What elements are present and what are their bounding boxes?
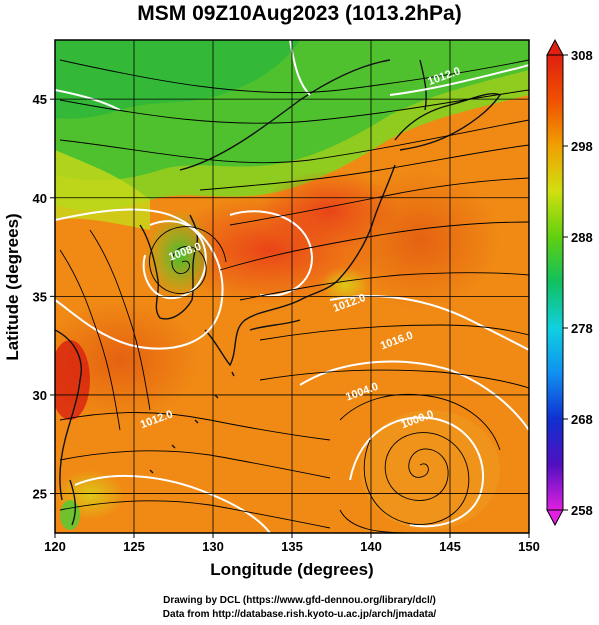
map-title: MSM 09Z10Aug2023 (1013.2hPa) bbox=[137, 2, 462, 25]
y-tick-label: 30 bbox=[33, 388, 47, 403]
x-tick-label: 130 bbox=[202, 539, 224, 554]
coastlines bbox=[55, 59, 502, 526]
colorbar-tick-label: 278 bbox=[571, 321, 593, 336]
colorbar-max-arrow bbox=[546, 38, 564, 56]
x-tick-label: 135 bbox=[281, 539, 303, 554]
colorbar-tick-label: 288 bbox=[571, 230, 593, 245]
colorbar-tick-label: 308 bbox=[571, 48, 593, 63]
colorbar: 258 268 278 288 298 308 bbox=[546, 38, 593, 527]
x-tick-label: 150 bbox=[518, 539, 540, 554]
colorbar-tick-label: 258 bbox=[571, 503, 593, 518]
y-axis-label: Latitude (degrees) bbox=[3, 213, 22, 360]
colorbar-bar bbox=[546, 54, 564, 511]
x-tick-label: 120 bbox=[44, 539, 66, 554]
x-tick-label: 140 bbox=[360, 539, 382, 554]
longitude-ticks: 120 125 130 135 140 145 150 bbox=[44, 533, 540, 554]
latitude-ticks: 25 30 35 40 45 bbox=[33, 92, 55, 502]
x-tick-label: 145 bbox=[439, 539, 461, 554]
temperature-field bbox=[55, 40, 529, 533]
colorbar-tick-label: 268 bbox=[571, 412, 593, 427]
colorbar-tick-label: 298 bbox=[571, 139, 593, 154]
credit-drawing: Drawing by DCL (https://www.gfd-dennou.o… bbox=[163, 595, 436, 606]
y-tick-label: 35 bbox=[33, 289, 47, 304]
y-tick-label: 45 bbox=[33, 92, 47, 107]
y-tick-label: 25 bbox=[33, 487, 47, 502]
x-tick-label: 125 bbox=[123, 539, 145, 554]
y-tick-label: 40 bbox=[33, 191, 47, 206]
x-axis-label: Longitude (degrees) bbox=[210, 560, 373, 579]
colorbar-min-arrow bbox=[546, 509, 564, 527]
credit-data: Data from http://database.rish.kyoto-u.a… bbox=[162, 609, 437, 620]
